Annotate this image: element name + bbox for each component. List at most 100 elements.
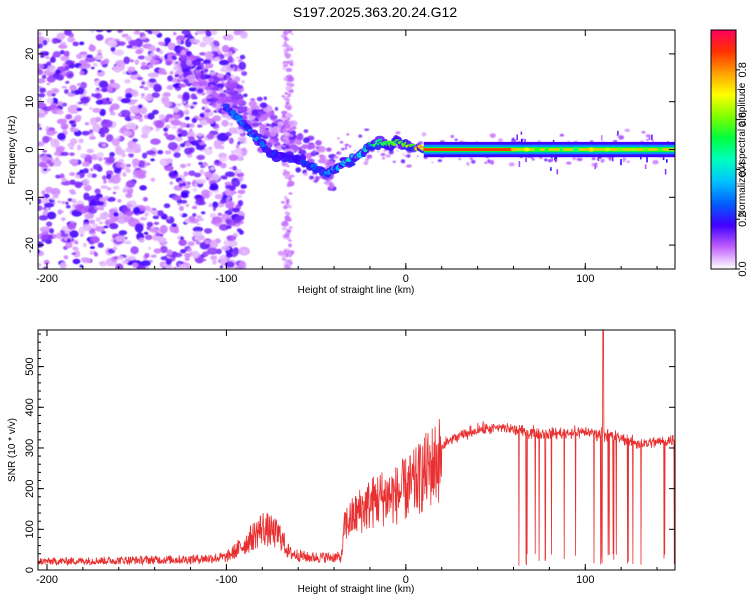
noise-blob (237, 106, 248, 114)
noise-blob (559, 133, 565, 137)
noise-blob (38, 127, 43, 130)
noise-blob (287, 93, 291, 98)
noise-blob (237, 194, 243, 199)
noise-blob (283, 33, 288, 35)
tone-knot (618, 147, 623, 152)
colorbar-cell (711, 193, 736, 196)
noise-blob (284, 234, 290, 238)
noise-blob (221, 119, 229, 127)
noise-blob (148, 227, 159, 233)
noise-blob (226, 191, 235, 197)
noise-blob (218, 93, 226, 98)
noise-blob (159, 233, 164, 237)
noise-blob (109, 152, 115, 157)
dash-mark (556, 169, 559, 175)
noise-blob (46, 211, 57, 220)
noise-blob (210, 71, 216, 76)
noise-blob (130, 39, 138, 47)
noise-blob (221, 213, 230, 220)
noise-blob (156, 47, 161, 52)
noise-blob (138, 104, 143, 109)
noise-blob (86, 54, 93, 58)
noise-blob (281, 254, 287, 259)
colorbar-cell (711, 65, 736, 69)
dash-mark (623, 157, 625, 163)
noise-blob (129, 217, 135, 222)
dash-mark (550, 167, 552, 171)
noise-blob (73, 250, 81, 258)
noise-blob (138, 237, 145, 243)
noise-blob (235, 30, 244, 34)
noise-blob (94, 252, 98, 257)
noise-blob (38, 85, 42, 89)
dash-mark (555, 158, 557, 163)
noise-blob (61, 85, 68, 89)
noise-blob (115, 147, 123, 156)
noise-blob (224, 261, 235, 268)
colorbar-cell (711, 177, 736, 180)
noise-blob (223, 239, 232, 247)
noise-blob (169, 71, 174, 75)
noise-blob (69, 147, 74, 150)
noise-blob (404, 154, 408, 157)
noise-blob (40, 234, 49, 241)
noise-blob (150, 138, 161, 145)
dash-mark (651, 134, 653, 140)
noise-blob (163, 203, 171, 209)
noise-blob (42, 39, 48, 46)
noise-blob (237, 189, 246, 195)
tone-knot (643, 147, 649, 152)
noise-blob (306, 144, 316, 150)
noise-blob (38, 141, 45, 147)
noise-blob (286, 105, 292, 111)
noise-blob (547, 159, 553, 163)
noise-blob (85, 156, 92, 162)
noise-blob (191, 250, 200, 259)
colorbar-cell (711, 189, 736, 192)
noise-blob (288, 239, 292, 242)
noise-blob (225, 34, 234, 41)
noise-blob (180, 249, 187, 254)
colorbar-cell (711, 201, 736, 204)
noise-blob (283, 36, 288, 41)
noise-blob (72, 258, 81, 265)
noise-blob (61, 181, 72, 186)
noise-blob (90, 251, 94, 255)
colorbar-cell (711, 251, 736, 254)
noise-blob (392, 160, 396, 163)
colorbar-cell (711, 199, 736, 202)
noise-blob (213, 94, 221, 98)
noise-blob (130, 59, 134, 63)
noise-blob (56, 118, 67, 125)
noise-blob (237, 200, 244, 207)
noise-blob (202, 110, 214, 117)
noise-blob (217, 100, 222, 104)
noise-blob (60, 50, 65, 55)
noise-blob (176, 39, 182, 45)
noise-blob (106, 134, 114, 142)
colorbar-cell (711, 93, 736, 97)
spectrogram-noise (38, 30, 675, 269)
noise-blob (243, 93, 248, 98)
noise-blob (285, 175, 291, 179)
noise-blob (142, 152, 148, 159)
noise-blob (69, 126, 76, 133)
noise-blob (125, 35, 132, 42)
noise-blob (284, 195, 288, 199)
noise-blob (416, 155, 419, 158)
noise-blob (46, 130, 56, 136)
noise-blob (341, 147, 345, 151)
noise-blob (72, 41, 79, 47)
noise-blob (400, 159, 406, 164)
noise-blob (154, 120, 165, 129)
signal-halo (375, 135, 385, 141)
noise-blob (81, 257, 91, 264)
noise-blob (289, 134, 294, 137)
noise-blob (339, 140, 344, 144)
noise-blob (127, 70, 132, 74)
colorbar-cell (711, 267, 736, 270)
noise-blob (74, 181, 82, 188)
colorbar-cell (711, 47, 736, 51)
colorbar-tick-label: 0.8 (737, 62, 749, 77)
spectrogram-y-tick-label: -10 (24, 189, 36, 205)
